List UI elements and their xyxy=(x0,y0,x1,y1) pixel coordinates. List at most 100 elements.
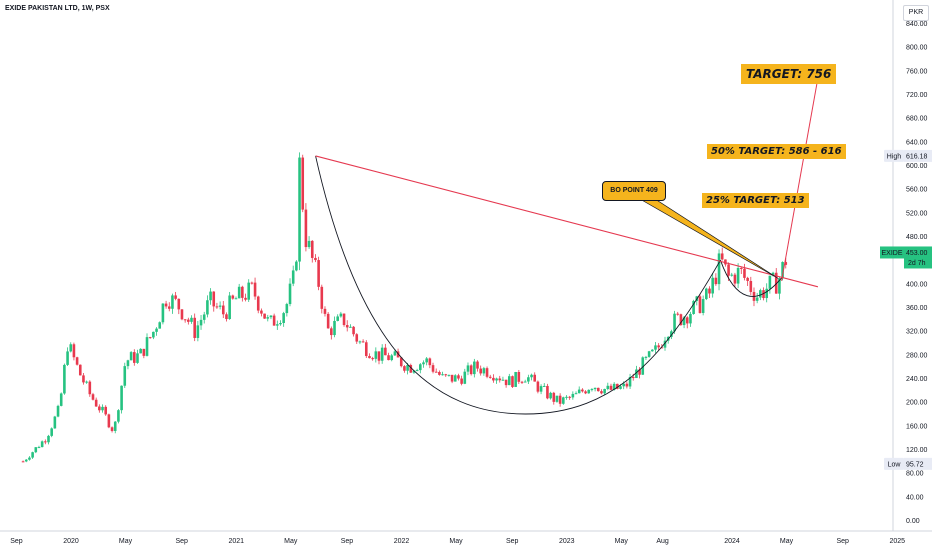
candle-body xyxy=(574,393,578,395)
resistance-trendline xyxy=(315,155,819,288)
candle-body xyxy=(584,391,587,394)
bo-point-callout: BO POINT 409 xyxy=(602,181,666,201)
candle-body xyxy=(705,288,708,300)
candle-body xyxy=(527,377,530,382)
candle-body xyxy=(504,379,508,386)
y-tick-label: 240.00 xyxy=(906,376,928,383)
candle-body xyxy=(72,344,76,358)
candle-body xyxy=(69,344,73,352)
bar-countdown: 2d 7h xyxy=(908,260,926,267)
candle-body xyxy=(98,406,101,411)
y-tick-label: 280.00 xyxy=(906,352,928,359)
candle-body xyxy=(250,282,254,284)
candle-body xyxy=(641,357,645,375)
candle-body xyxy=(466,365,470,372)
candle-body xyxy=(301,157,305,210)
chart-title: EXIDE PAKISTAN LTD, 1W, PSX xyxy=(5,5,110,12)
candle-body xyxy=(88,381,92,395)
candle-body xyxy=(616,383,619,389)
cup-curve xyxy=(315,155,721,415)
candle-body xyxy=(34,447,38,453)
candle-body xyxy=(247,282,251,300)
candle-body xyxy=(276,324,279,326)
x-tick-label: Aug xyxy=(656,538,669,545)
candle-body xyxy=(21,461,25,463)
candle-body xyxy=(272,315,276,326)
candle-body xyxy=(650,349,654,352)
candle-body xyxy=(399,357,403,367)
candle-body xyxy=(577,389,581,394)
candle-body xyxy=(225,314,228,320)
candle-body xyxy=(396,351,400,358)
candle-body xyxy=(263,313,266,319)
candle-body xyxy=(555,395,559,402)
candle-body xyxy=(155,328,158,332)
y-tick-label: 520.00 xyxy=(906,210,928,217)
candle-body xyxy=(66,351,69,365)
x-tick-label: 2025 xyxy=(889,538,905,545)
low-marker-value: 95.72 xyxy=(906,461,924,468)
x-tick-label: Sep xyxy=(506,538,519,545)
candle-body xyxy=(40,441,44,448)
currency-button[interactable]: PKR xyxy=(903,5,929,21)
y-tick-label: 600.00 xyxy=(906,163,928,170)
candle-body xyxy=(565,396,568,398)
y-tick-label: 320.00 xyxy=(906,329,928,336)
y-tick-label: 0.00 xyxy=(906,518,920,525)
x-tick-label: 2022 xyxy=(394,538,410,545)
candle-body xyxy=(409,365,413,373)
y-tick-label: 720.00 xyxy=(906,92,928,99)
candle-body xyxy=(326,313,330,329)
candle-body xyxy=(307,240,311,248)
candle-body xyxy=(676,313,680,315)
x-tick-label: Sep xyxy=(836,538,849,545)
candle-body xyxy=(110,427,114,431)
candle-body xyxy=(47,435,50,443)
candle-body xyxy=(117,410,120,422)
candle-body xyxy=(647,351,651,357)
candle-body xyxy=(514,371,517,387)
candle-body xyxy=(228,295,231,320)
candle-body xyxy=(419,364,422,371)
candle-body xyxy=(460,378,463,384)
time-axis: Sep 2020 May Sep 2021 May Sep 2022 May Sep 2023 May… xyxy=(10,538,905,545)
candle-body xyxy=(670,331,673,337)
candle-body xyxy=(323,308,327,314)
y-tick-label: 360.00 xyxy=(906,305,928,312)
candle-body xyxy=(314,257,317,261)
candle-body xyxy=(91,394,95,400)
candle-body xyxy=(447,374,451,376)
candle-body xyxy=(660,347,664,349)
candle-body xyxy=(698,296,702,313)
candle-body xyxy=(428,358,432,366)
candle-body xyxy=(209,291,212,301)
candle-body xyxy=(295,261,298,271)
candle-body xyxy=(133,352,136,363)
candle-body xyxy=(120,385,123,411)
candle-body xyxy=(581,389,584,392)
symbol-price: 453.00 xyxy=(906,250,928,257)
candle-body xyxy=(727,264,730,276)
candle-body xyxy=(412,370,416,373)
candle-body xyxy=(635,369,638,379)
candle-body xyxy=(221,305,225,315)
candle-body xyxy=(202,314,206,320)
x-tick-label: May xyxy=(119,538,133,545)
candle-body xyxy=(320,286,324,309)
candle-body xyxy=(469,365,473,375)
candle-body xyxy=(231,295,235,299)
candle-body xyxy=(174,295,177,299)
candle-body xyxy=(269,315,273,318)
candle-body xyxy=(406,365,409,371)
candle-body xyxy=(536,381,540,392)
candle-body xyxy=(164,303,168,307)
target-projection-line xyxy=(781,77,819,281)
candle-body xyxy=(549,392,552,399)
candle-body xyxy=(736,267,740,284)
candle-body xyxy=(479,368,482,374)
candle-body xyxy=(113,421,117,431)
candle-body xyxy=(685,317,689,324)
candle-body xyxy=(590,389,594,391)
candle-body xyxy=(631,377,635,379)
